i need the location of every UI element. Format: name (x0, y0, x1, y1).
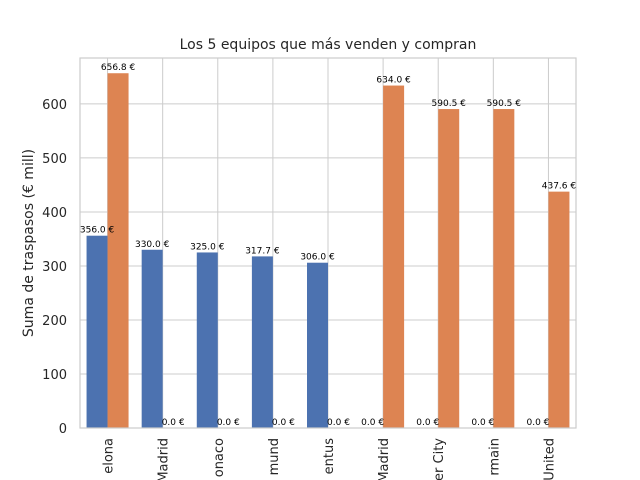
y-tick-label: 300 (42, 260, 67, 275)
chart-title: Los 5 equipos que más venden y compran (180, 37, 477, 53)
y-tick-label: 0 (59, 422, 67, 437)
x-tick-label: United (542, 438, 557, 480)
bar-series-1-4 (307, 262, 328, 428)
data-label: 306.0 € (300, 253, 335, 263)
bars (86, 73, 570, 428)
x-tick-label: rmain (487, 438, 502, 476)
data-label: 590.5 € (487, 99, 522, 109)
data-label: 356.0 € (80, 226, 115, 236)
bar-series-1-3 (251, 256, 273, 428)
x-tick-label: entus (322, 438, 337, 475)
data-label: 0.0 € (327, 418, 350, 428)
bar-series-1-0 (86, 235, 108, 428)
data-label: 330.0 € (135, 240, 170, 250)
data-label: 0.0 € (416, 418, 439, 428)
y-tick-label: 400 (42, 206, 67, 221)
data-labels: 356.0 € 330.0 € 325.0 € 317.7 € 306.0 € 0.0 €… (80, 63, 577, 428)
x-tick-label: onaco (212, 438, 227, 477)
data-label: 0.0 € (217, 418, 240, 428)
bar-series-2-6 (438, 109, 460, 428)
data-label: 656.8 € (101, 63, 136, 73)
y-tick-label: 500 (42, 152, 67, 167)
data-label: 0.0 € (526, 418, 549, 428)
ticks: 0 100 200 300 400 500 600 elona Madrid onaco mund e… (42, 98, 557, 480)
bar-series-2-8 (548, 191, 570, 428)
bar-series-1-2 (196, 252, 218, 428)
data-label: 634.0 € (376, 76, 411, 86)
data-label: 0.0 € (361, 418, 384, 428)
x-tick-label: Madrid (377, 438, 392, 480)
data-label: 0.0 € (272, 418, 295, 428)
data-label: 325.0 € (190, 242, 225, 252)
y-tick-label: 100 (42, 368, 67, 383)
data-label: 590.5 € (432, 99, 467, 109)
data-label: 0.0 € (162, 418, 185, 428)
x-tick-label: mund (267, 438, 282, 475)
bar-series-2-0 (107, 73, 129, 428)
y-tick-label: 600 (42, 98, 67, 113)
y-axis-label: Suma de traspasos (€ mill) (21, 149, 37, 337)
x-tick-label: Madrid (157, 438, 172, 480)
data-label: 0.0 € (471, 418, 494, 428)
bar-series-1-1 (141, 249, 163, 428)
plot-frame (79, 57, 577, 429)
x-tick-label: elona (102, 438, 117, 474)
bar-series-2-7 (493, 109, 515, 428)
y-tick-label: 200 (42, 314, 67, 329)
data-label: 437.6 € (542, 182, 577, 192)
data-label: 317.7 € (245, 246, 280, 256)
x-tick-label: er City (432, 438, 447, 480)
axes-frame (79, 57, 577, 429)
bar-series-2-5 (383, 85, 405, 428)
